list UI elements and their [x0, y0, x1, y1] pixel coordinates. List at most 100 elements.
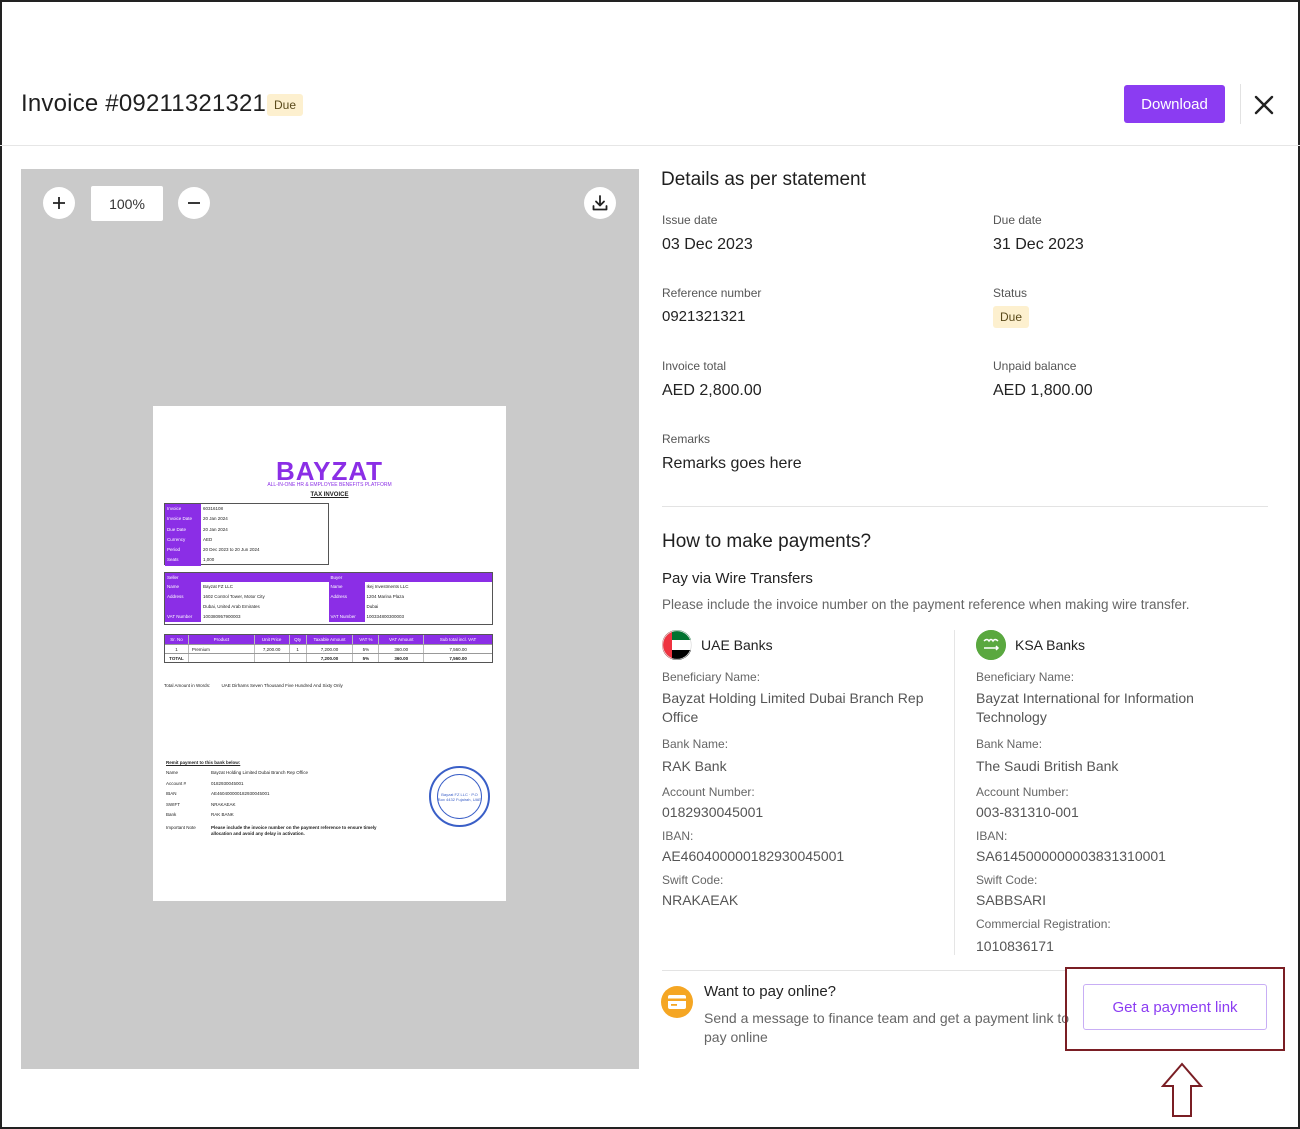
invoice-total-value: AED 2,800.00 — [662, 382, 762, 399]
table-cell: 7,200.00 — [307, 645, 354, 653]
header-divider — [1240, 84, 1241, 124]
meta-key: Currency — [165, 534, 201, 546]
uae-beneficiary-value: Bayzat Holding Limited Dubai Branch Rep … — [662, 690, 924, 725]
pay-online-description: Send a message to finance team and get a… — [704, 1010, 1070, 1045]
table-cell: Premium — [189, 645, 255, 653]
zoom-out-button[interactable] — [178, 187, 210, 219]
company-stamp: Bayzat FZ LLC · P.O Box 4432 Fujairah, U… — [429, 766, 490, 827]
table-cell: 1 — [165, 645, 189, 653]
meta-key: Invoice Date — [165, 514, 201, 525]
download-button[interactable]: Download — [1124, 85, 1225, 123]
seller-key — [165, 602, 201, 612]
buyer-key: Address — [328, 592, 365, 602]
ksa-beneficiary-label: Beneficiary Name: — [976, 670, 1075, 684]
ksa-cr-value: 1010836171 — [976, 938, 1054, 954]
plus-icon — [53, 197, 65, 209]
zoom-in-button[interactable] — [43, 187, 75, 219]
get-payment-link-button[interactable]: Get a payment link — [1083, 984, 1267, 1030]
meta-row: Currency AED — [165, 534, 328, 546]
invoice-document: BAYZAT ALL-IN-ONE HR & EMPLOYEE BENEFITS… — [153, 406, 506, 901]
unpaid-balance-label: Unpaid balance — [993, 359, 1077, 373]
table-header-cell: Unit Price — [255, 635, 290, 644]
uae-banks-title: UAE Banks — [701, 637, 773, 653]
seller-column: Name Bayzat FZ LLC Address 1602 Control To… — [165, 582, 329, 622]
meta-value: 20 Dec 2023 to 20 Jun 2024 — [203, 547, 260, 553]
seller-key: Name — [165, 582, 201, 592]
uae-account-value: 0182930045001 — [662, 804, 764, 820]
remit-key: Name — [166, 770, 179, 775]
table-cell: 360.00 — [379, 645, 425, 653]
seller-value: 100380957900003 — [203, 614, 241, 619]
meta-value: 20 Jan 2024 — [203, 526, 228, 532]
seller-label: Seller — [167, 575, 179, 580]
buyer-key — [328, 602, 365, 612]
meta-value: 60316108 — [203, 506, 224, 511]
table-header-cell: Sub total incl. VAT — [439, 637, 477, 642]
online-divider — [662, 970, 1066, 971]
total-words-label: Total Amount in Words: — [164, 683, 211, 688]
table-header: Sr. No Product Unit Price Qty Taxable Am… — [165, 635, 492, 644]
meta-value: 20 Jan 2024 — [203, 516, 228, 522]
payments-title: How to make payments? — [662, 531, 872, 552]
meta-key: Invoice — [165, 504, 201, 515]
uae-account-label: Account Number: — [662, 785, 755, 799]
wire-transfer-title: Pay via Wire Transfers — [662, 570, 813, 587]
ksa-swift-value: SABBSARI — [976, 892, 1047, 908]
buyer-value: Dubai — [366, 604, 379, 609]
pay-online-title: Want to pay online? — [704, 983, 837, 1000]
table-header-cell: Taxable Amount — [307, 635, 354, 644]
important-label: Important Note — [166, 824, 196, 830]
table-header-cell: VAT Amount — [379, 635, 425, 644]
remit-value: RAK BANK — [211, 812, 234, 817]
meta-key: Due Date — [165, 524, 201, 535]
close-icon[interactable] — [1250, 91, 1278, 119]
meta-row: Period 20 Dec 2023 to 20 Jun 2024 — [165, 545, 328, 556]
reference-label: Reference number — [662, 286, 762, 300]
total-words-value: UAE Dirhams Seven Thousand Five Hundred … — [221, 683, 343, 688]
unpaid-balance-value: AED 1,800.00 — [993, 382, 1093, 399]
meta-value: 1,000 — [203, 557, 215, 563]
meta-row: Invoice Date 20 Jan 2024 — [165, 514, 328, 525]
remarks-label: Remarks — [662, 432, 711, 446]
table-cell: 7,200.00 — [307, 654, 354, 662]
uae-bank-label: Bank Name: — [662, 737, 729, 751]
table-header-cell: VAT % — [353, 635, 380, 644]
invoice-total-label: Invoice total — [662, 359, 727, 373]
viewer-download-button[interactable] — [584, 187, 616, 219]
meta-key: Seats — [165, 555, 201, 566]
uae-swift-value: NRAKAEAK — [662, 892, 739, 908]
uae-beneficiary-label: Beneficiary Name: — [662, 670, 761, 684]
status-badge: Due — [267, 94, 304, 116]
table-cell: 7,560.00 — [449, 647, 467, 652]
seller-buyer-header: Seller Buyer — [165, 573, 492, 582]
modal-header: Invoice #09211321321 Due Download — [0, 0, 1300, 146]
due-date-value: 31 Dec 2023 — [993, 236, 1084, 253]
issue-date-label: Issue date — [662, 213, 718, 227]
invoice-viewer: 100% BAYZAT ALL-IN-ONE HR & EMPLOYEE BEN… — [21, 169, 639, 1069]
remarks-value: Remarks goes here — [662, 455, 802, 472]
ksa-flag-icon — [976, 630, 1006, 660]
bank-column-divider — [954, 630, 955, 955]
table-cell: 360.00 — [379, 654, 425, 662]
remit-key: SWIFT — [166, 801, 180, 807]
seller-key: Address — [165, 592, 201, 602]
table-cell: 7,560.00 — [449, 656, 467, 661]
seller-key: VAT Number — [165, 612, 201, 622]
ksa-iban-label: IBAN: — [976, 829, 1008, 843]
wire-transfer-note: Please include the invoice number on the… — [662, 597, 1190, 612]
uae-iban-value: AE460400000182930045001 — [662, 848, 845, 864]
table-cell: TOTAL — [165, 654, 189, 662]
buyer-value: Ikej Investments LLC — [366, 584, 409, 589]
buyer-label: Buyer — [330, 575, 343, 580]
total-in-words: Total Amount in Words: UAE Dirhams Seven… — [164, 681, 343, 691]
status-badge: Due — [993, 306, 1030, 328]
line-items-table: Sr. No Product Unit Price Qty Taxable Am… — [164, 634, 493, 663]
seller-value: Dubai, United Arab Emirates — [203, 604, 260, 609]
table-cell — [290, 654, 307, 662]
buyer-value: 100334800300003 — [366, 614, 405, 619]
doc-title: TAX INVOICE — [310, 492, 349, 498]
table-cell: 5% — [353, 645, 380, 653]
ksa-bank-label: Bank Name: — [976, 737, 1043, 751]
stamp-text: Bayzat FZ LLC · P.O Box 4432 Fujairah, U… — [437, 774, 482, 819]
minus-icon — [188, 202, 200, 204]
